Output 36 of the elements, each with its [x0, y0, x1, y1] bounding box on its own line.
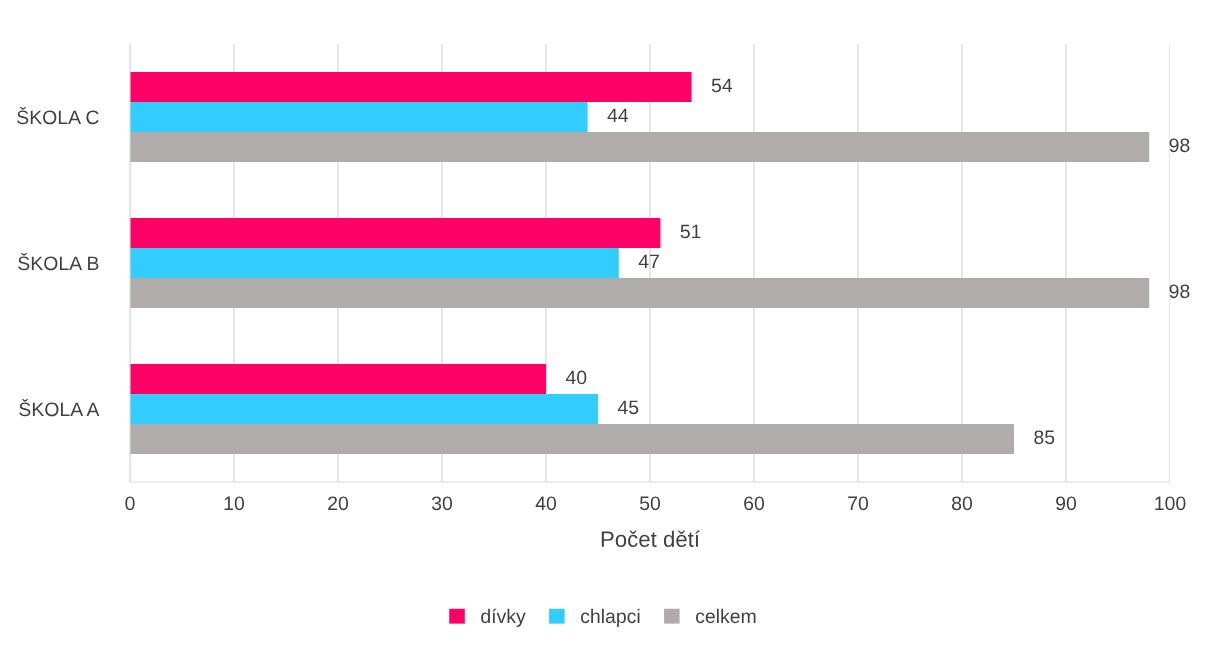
x-tick-label: 30 — [431, 496, 453, 511]
x-tick-label: 70 — [848, 496, 869, 511]
x-tick-label: 90 — [1056, 496, 1077, 511]
legend-label: dívky — [481, 608, 526, 627]
x-tick-label: 0 — [125, 496, 135, 511]
bar — [130, 248, 619, 278]
x-tick-label: 10 — [224, 496, 245, 511]
data-label: 45 — [617, 400, 639, 415]
legend-label: celkem — [695, 608, 756, 624]
x-tick-label: 100 — [1155, 496, 1186, 511]
bar — [130, 277, 1150, 308]
bar — [130, 131, 1150, 162]
bar — [130, 72, 692, 103]
bar — [130, 423, 1014, 454]
bar — [130, 364, 546, 395]
data-label: 51 — [680, 224, 701, 239]
y-tick-label: ŠKOLA B — [18, 253, 99, 271]
y-tick-label: ŠKOLA C — [17, 107, 99, 125]
x-tick-label: 80 — [952, 496, 973, 511]
data-label: 54 — [711, 78, 733, 93]
legend-label: chlapci — [581, 608, 640, 627]
data-label: 47 — [638, 254, 659, 269]
y-tick-label: ŠKOLA A — [19, 399, 100, 417]
data-label: 98 — [1169, 284, 1190, 299]
x-tick-label: 60 — [744, 496, 765, 511]
bar — [130, 394, 598, 424]
data-label: 98 — [1169, 138, 1190, 153]
x-tick-label: 40 — [535, 496, 557, 511]
bar — [130, 102, 588, 132]
data-label: 44 — [607, 108, 629, 123]
x-axis-title: Počet dětí — [601, 530, 700, 547]
data-label: 40 — [565, 370, 587, 385]
data-label: 85 — [1034, 430, 1055, 445]
bar — [130, 218, 661, 249]
x-tick-label: 50 — [639, 496, 661, 511]
x-tick-label: 20 — [328, 496, 349, 511]
